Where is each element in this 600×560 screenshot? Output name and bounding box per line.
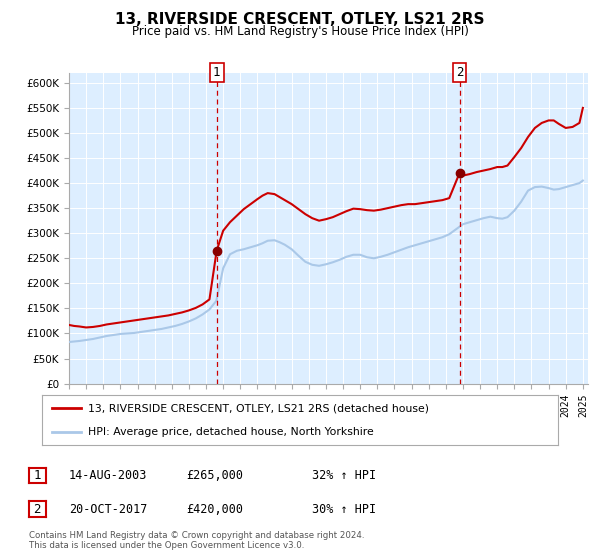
Text: 13, RIVERSIDE CRESCENT, OTLEY, LS21 2RS (detached house): 13, RIVERSIDE CRESCENT, OTLEY, LS21 2RS … bbox=[88, 403, 430, 413]
Text: 2: 2 bbox=[456, 66, 463, 80]
Text: £420,000: £420,000 bbox=[186, 502, 243, 516]
Text: 20-OCT-2017: 20-OCT-2017 bbox=[69, 502, 148, 516]
Text: 13, RIVERSIDE CRESCENT, OTLEY, LS21 2RS: 13, RIVERSIDE CRESCENT, OTLEY, LS21 2RS bbox=[115, 12, 485, 27]
Text: 1: 1 bbox=[213, 66, 220, 80]
Text: HPI: Average price, detached house, North Yorkshire: HPI: Average price, detached house, Nort… bbox=[88, 427, 374, 437]
Text: £265,000: £265,000 bbox=[186, 469, 243, 482]
Text: Price paid vs. HM Land Registry's House Price Index (HPI): Price paid vs. HM Land Registry's House … bbox=[131, 25, 469, 38]
Text: 1: 1 bbox=[34, 469, 41, 482]
Text: 2: 2 bbox=[34, 502, 41, 516]
Text: 14-AUG-2003: 14-AUG-2003 bbox=[69, 469, 148, 482]
Text: Contains HM Land Registry data © Crown copyright and database right 2024.
This d: Contains HM Land Registry data © Crown c… bbox=[29, 530, 364, 550]
Text: 30% ↑ HPI: 30% ↑ HPI bbox=[312, 502, 376, 516]
Text: 32% ↑ HPI: 32% ↑ HPI bbox=[312, 469, 376, 482]
